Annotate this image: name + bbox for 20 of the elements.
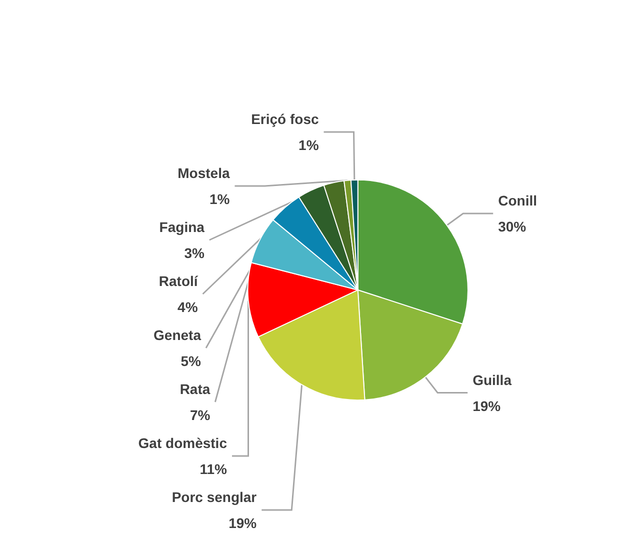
data-label: 19%	[228, 515, 258, 531]
data-label: 19%	[472, 398, 502, 414]
data-label: 30%	[498, 218, 527, 235]
data-label: 1%	[210, 191, 230, 207]
data-label: 11%	[200, 461, 228, 477]
data-label: 5%	[180, 353, 202, 369]
data-label: 1%	[298, 137, 320, 153]
slice-label: Fagina	[159, 219, 205, 235]
slice-label: Porc senglar	[172, 489, 258, 505]
slice-label: Eriçó fosc	[251, 111, 319, 127]
slice-label: Guilla	[472, 372, 512, 388]
slice-label: Geneta	[154, 327, 202, 343]
slice-label: Conill	[498, 192, 537, 209]
slice-label: Gat domèstic	[138, 435, 228, 451]
slice-label: Mostela	[178, 165, 230, 181]
data-label: 4%	[178, 299, 198, 315]
slice-label: Ratolí	[158, 273, 199, 289]
data-label: 3%	[184, 245, 205, 261]
data-label: 7%	[190, 407, 211, 423]
slice-label: Rata	[180, 381, 210, 397]
